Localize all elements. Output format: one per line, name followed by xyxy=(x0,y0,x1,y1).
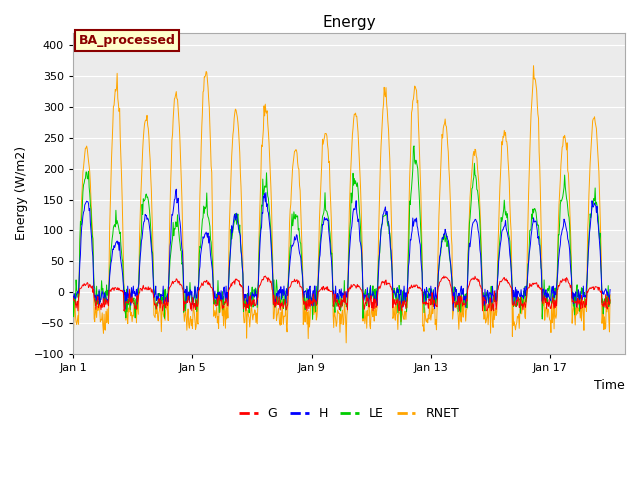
Title: Energy: Energy xyxy=(322,15,376,30)
RNET xyxy=(88,223,96,228)
LE xyxy=(69,298,77,303)
G xyxy=(294,278,302,284)
G xyxy=(266,277,273,283)
LE xyxy=(88,232,96,238)
RNET xyxy=(504,144,511,150)
X-axis label: Time: Time xyxy=(595,379,625,392)
LE xyxy=(293,214,301,220)
Legend: G, H, LE, RNET: G, H, LE, RNET xyxy=(234,402,464,425)
Line: RNET: RNET xyxy=(73,66,610,343)
H xyxy=(265,216,273,222)
LE xyxy=(264,195,272,201)
G xyxy=(504,280,512,286)
RNET xyxy=(69,314,77,320)
H xyxy=(172,186,180,192)
H xyxy=(449,308,457,314)
H xyxy=(88,248,96,253)
RNET xyxy=(264,129,272,135)
RNET xyxy=(342,340,350,346)
Line: G: G xyxy=(73,276,610,311)
G xyxy=(606,297,614,303)
RNET xyxy=(606,292,614,298)
LE xyxy=(195,251,203,257)
Y-axis label: Energy (W/m2): Energy (W/m2) xyxy=(15,146,28,240)
LE xyxy=(410,143,418,149)
RNET xyxy=(374,264,382,270)
G xyxy=(74,308,82,314)
Line: LE: LE xyxy=(73,146,610,325)
G xyxy=(89,289,97,295)
Text: BA_processed: BA_processed xyxy=(79,34,175,47)
H xyxy=(606,287,614,292)
RNET xyxy=(195,221,203,227)
H xyxy=(504,234,512,240)
LE xyxy=(397,322,404,328)
H xyxy=(374,280,382,286)
G xyxy=(69,294,77,300)
LE xyxy=(374,287,381,293)
G xyxy=(261,273,269,279)
G xyxy=(196,285,204,290)
LE xyxy=(504,221,512,227)
H xyxy=(69,293,77,299)
H xyxy=(196,264,204,270)
RNET xyxy=(293,150,301,156)
RNET xyxy=(530,63,538,69)
H xyxy=(294,238,301,243)
G xyxy=(374,285,382,290)
LE xyxy=(606,300,614,306)
Line: H: H xyxy=(73,189,610,311)
